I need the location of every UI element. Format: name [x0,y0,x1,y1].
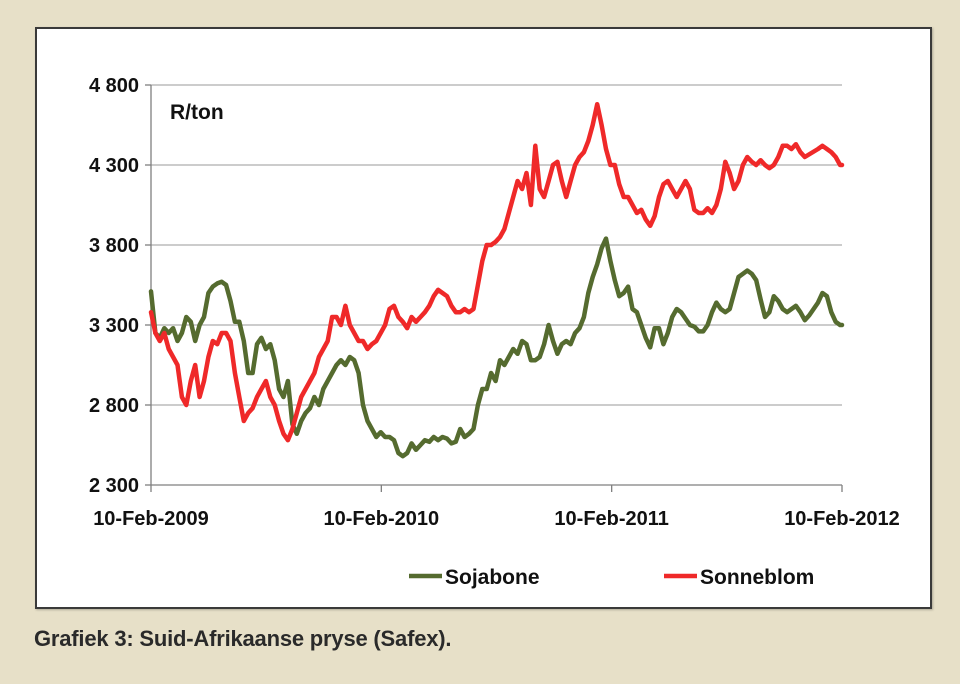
legend-label-sojabone: Sojabone [445,566,540,589]
unit-label: R/ton [170,101,224,124]
axes: 2 300 2 800 3 300 3 800 4 300 4 800 10-Feb-200… [89,75,900,530]
y-tick-label: 4 800 [89,75,139,97]
price-line-chart: 2 300 2 800 3 300 3 800 4 300 4 800 10-Feb-200… [89,75,900,589]
figure-caption: Grafiek 3: Suid-Afrikaanse pryse (Safex)… [34,626,452,651]
x-tick-label: 10-Feb-2012 [784,508,900,530]
x-tick-label: 10-Feb-2010 [324,508,440,530]
chart-frame: 2 300 2 800 3 300 3 800 4 300 4 800 10-Feb-200… [35,27,932,609]
x-tick-label: 10-Feb-2009 [93,508,209,530]
legend-label-sonneblom: Sonneblom [700,566,814,589]
y-tick-label: 2 800 [89,395,139,417]
series-line-sojabone [148,236,845,459]
series-line-sonneblom [148,101,845,443]
y-tick-label: 4 300 [89,155,139,177]
y-tick-label: 3 300 [89,315,139,337]
x-tick-label: 10-Feb-2011 [554,508,669,530]
y-tick-label: 3 800 [89,235,139,257]
y-tick-label: 2 300 [89,475,139,497]
series-lines [148,101,845,459]
legend: Sojabone Sonneblom [409,566,814,589]
